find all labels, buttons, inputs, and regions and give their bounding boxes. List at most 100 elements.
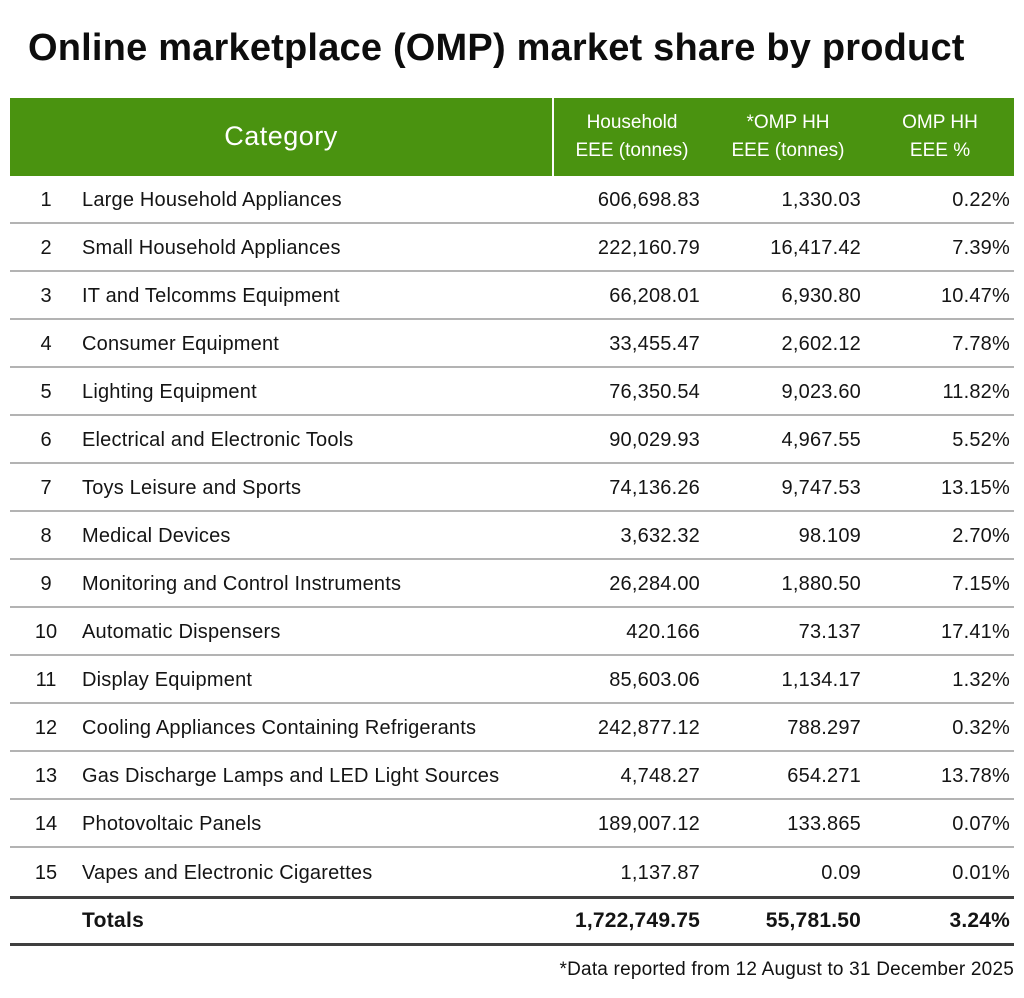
row-household-eee: 76,350.54 (609, 380, 700, 403)
totals-household-eee: 1,722,749.75 (574, 908, 700, 932)
table-header-row: Category Household EEE (tonnes) *OMP HH … (10, 97, 1014, 176)
totals-label: Totals (82, 908, 145, 932)
row-number: 5 (40, 380, 52, 403)
row-omp-eee: 73.137 (798, 620, 861, 643)
row-omp-pct: 13.15% (940, 476, 1010, 499)
table-row: 3 IT and Telcomms Equipment 66,208.01 6,… (10, 272, 1014, 320)
row-household-eee: 420.166 (626, 620, 700, 643)
table-row: 11 Display Equipment 85,603.06 1,134.17 … (10, 656, 1014, 704)
footnote: *Data reported from 12 August to 31 Dece… (559, 958, 1014, 980)
table-row: 13 Gas Discharge Lamps and LED Light Sou… (10, 752, 1014, 800)
header-omp-hh-eee: *OMP HH EEE (tonnes) (710, 98, 866, 176)
row-household-eee: 1,137.87 (620, 861, 700, 884)
table-row: 12 Cooling Appliances Containing Refrige… (10, 704, 1014, 752)
row-category: Small Household Appliances (82, 236, 341, 259)
totals-omp-eee: 55,781.50 (765, 908, 861, 932)
row-number: 2 (40, 236, 52, 259)
row-household-eee: 26,284.00 (609, 572, 700, 595)
row-category: Medical Devices (82, 524, 231, 547)
row-omp-eee: 98.109 (798, 524, 861, 547)
table-row: 4 Consumer Equipment 33,455.47 2,602.12 … (10, 320, 1014, 368)
row-household-eee: 606,698.83 (597, 188, 700, 211)
header-household-eee: Household EEE (tonnes) (552, 97, 710, 176)
row-omp-pct: 13.78% (940, 764, 1010, 787)
row-omp-eee: 16,417.42 (770, 236, 861, 259)
row-omp-pct: 0.01% (952, 861, 1010, 884)
header-household-eee-line1: Household (586, 112, 678, 134)
row-number: 13 (34, 764, 58, 787)
header-omp-hh-pct-line1: OMP HH (902, 112, 978, 134)
row-household-eee: 66,208.01 (609, 284, 700, 307)
table-row: 5 Lighting Equipment 76,350.54 9,023.60 … (10, 368, 1014, 416)
row-household-eee: 242,877.12 (597, 716, 700, 739)
table-row: 7 Toys Leisure and Sports 74,136.26 9,74… (10, 464, 1014, 512)
row-category: Electrical and Electronic Tools (82, 428, 354, 451)
header-omp-hh-eee-line1: *OMP HH (746, 112, 830, 134)
table-body: 1 Large Household Appliances 606,698.83 … (10, 176, 1014, 896)
table-row: 15 Vapes and Electronic Cigarettes 1,137… (10, 848, 1014, 896)
row-omp-eee: 9,747.53 (781, 476, 861, 499)
row-number: 1 (40, 188, 52, 211)
row-omp-eee: 133.865 (787, 812, 861, 835)
header-category: Category (224, 121, 338, 152)
row-household-eee: 222,160.79 (597, 236, 700, 259)
row-number: 10 (34, 620, 58, 643)
row-category: Toys Leisure and Sports (82, 476, 302, 499)
row-omp-eee: 788.297 (787, 716, 861, 739)
page-title: Online marketplace (OMP) market share by… (28, 27, 965, 69)
row-omp-eee: 0.09 (821, 861, 861, 884)
row-omp-eee: 4,967.55 (781, 428, 861, 451)
header-omp-hh-pct: OMP HH EEE % (866, 98, 1014, 176)
table-row: 14 Photovoltaic Panels 189,007.12 133.86… (10, 800, 1014, 848)
row-number: 6 (40, 428, 52, 451)
row-omp-pct: 7.78% (952, 332, 1010, 355)
row-number: 14 (34, 812, 58, 835)
row-number: 15 (34, 861, 58, 884)
row-category: Lighting Equipment (82, 380, 257, 403)
row-category: Cooling Appliances Containing Refrigeran… (82, 716, 477, 739)
row-omp-pct: 10.47% (940, 284, 1010, 307)
row-number: 4 (40, 332, 52, 355)
row-omp-pct: 0.22% (952, 188, 1010, 211)
row-number: 11 (35, 668, 57, 691)
omp-market-share-table: Category Household EEE (tonnes) *OMP HH … (10, 97, 1014, 946)
row-household-eee: 33,455.47 (609, 332, 700, 355)
totals-row: Totals 1,722,749.75 55,781.50 3.24% (10, 895, 1014, 946)
table-row: 8 Medical Devices 3,632.32 98.109 2.70% (10, 512, 1014, 560)
row-number: 9 (40, 572, 52, 595)
row-omp-eee: 1,880.50 (781, 572, 861, 595)
row-category: Automatic Dispensers (82, 620, 281, 643)
row-category: Consumer Equipment (82, 332, 280, 355)
row-category: Large Household Appliances (82, 188, 342, 211)
row-household-eee: 74,136.26 (609, 476, 700, 499)
row-category: IT and Telcomms Equipment (82, 284, 340, 307)
header-household-eee-line2: EEE (tonnes) (575, 139, 689, 161)
row-omp-eee: 6,930.80 (781, 284, 861, 307)
row-category: Monitoring and Control Instruments (82, 572, 402, 595)
table-row: 10 Automatic Dispensers 420.166 73.137 1… (10, 608, 1014, 656)
row-household-eee: 90,029.93 (609, 428, 700, 451)
row-omp-pct: 17.41% (940, 620, 1010, 643)
row-omp-pct: 1.32% (952, 668, 1010, 691)
row-omp-pct: 2.70% (952, 524, 1010, 547)
row-omp-eee: 654.271 (787, 764, 861, 787)
row-omp-pct: 0.07% (952, 812, 1010, 835)
row-number: 3 (40, 284, 52, 307)
totals-omp-pct: 3.24% (949, 908, 1010, 932)
row-omp-pct: 11.82% (942, 380, 1010, 403)
table-row: 6 Electrical and Electronic Tools 90,029… (10, 416, 1014, 464)
row-omp-pct: 7.39% (952, 236, 1010, 259)
table-row: 9 Monitoring and Control Instruments 26,… (10, 560, 1014, 608)
row-household-eee: 189,007.12 (597, 812, 700, 835)
row-household-eee: 3,632.32 (620, 524, 700, 547)
row-category: Gas Discharge Lamps and LED Light Source… (82, 764, 500, 787)
table-row: 1 Large Household Appliances 606,698.83 … (10, 176, 1014, 224)
row-omp-eee: 1,134.17 (781, 668, 861, 691)
row-household-eee: 4,748.27 (620, 764, 700, 787)
row-omp-eee: 9,023.60 (781, 380, 861, 403)
row-omp-pct: 0.32% (952, 716, 1010, 739)
row-number: 12 (34, 716, 58, 739)
row-category: Display Equipment (82, 668, 253, 691)
row-category: Photovoltaic Panels (82, 812, 262, 835)
row-category: Vapes and Electronic Cigarettes (82, 861, 373, 884)
